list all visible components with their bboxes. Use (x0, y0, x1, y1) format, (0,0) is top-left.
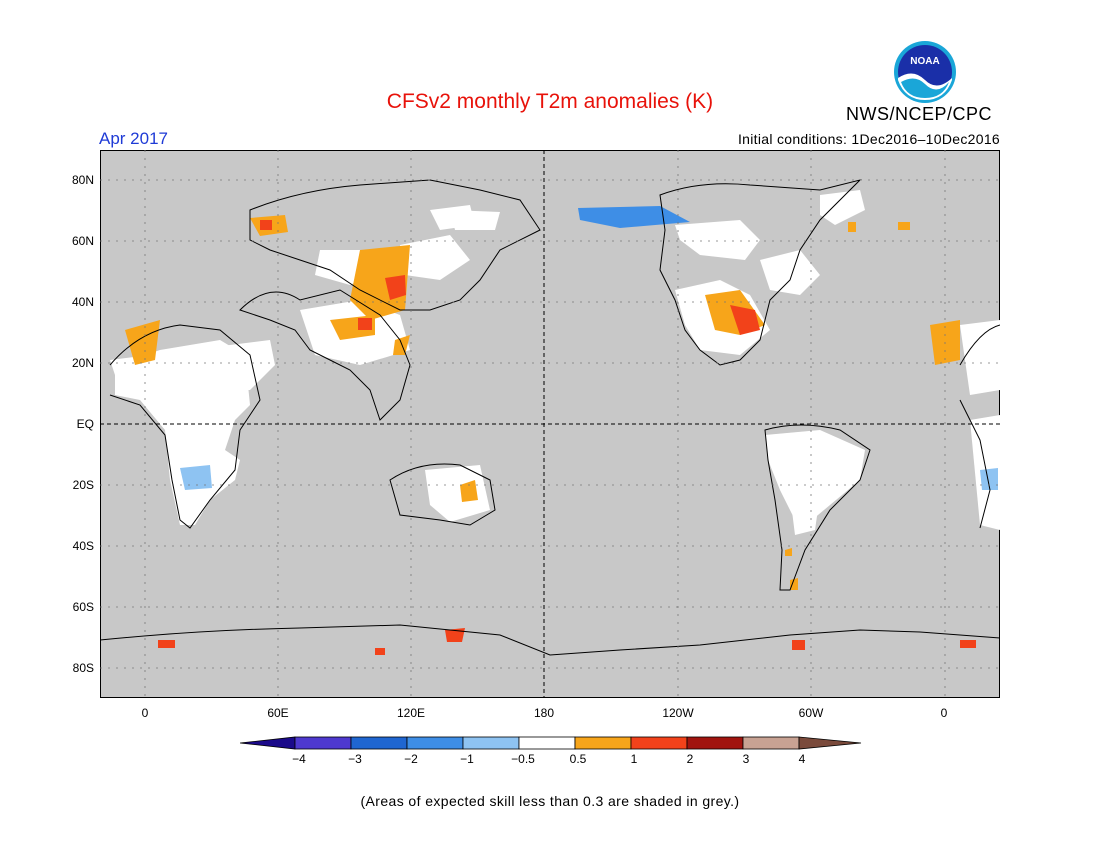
colorbar-label-3: 3 (742, 752, 750, 766)
lat-label-40n: 40N (71, 295, 94, 309)
lat-label-eq: EQ (76, 417, 94, 431)
colorbar-arrow-low (240, 736, 296, 750)
forecast-period: Apr 2017 (99, 129, 168, 148)
chart-title: CFSv2 monthly T2m anomalies (K) (386, 90, 714, 113)
colorbar-label-neg1: −1 (460, 752, 474, 766)
color-scale-bar (240, 736, 862, 750)
colorbar-segment (350, 736, 408, 750)
colorbar-arrow-high (798, 736, 862, 750)
lon-label-0-right: 0 (940, 706, 948, 720)
lat-label-20n: 20N (71, 356, 94, 370)
noaa-logo-text: NOAA (910, 56, 939, 67)
graticule (100, 150, 1000, 698)
lon-label-60w: 60W (798, 706, 824, 720)
lat-label-20s: 20S (72, 478, 94, 492)
colorbar-segment (686, 736, 744, 750)
colorbar-label-neg0-5: −0.5 (511, 752, 535, 766)
colorbar-segment (574, 736, 632, 750)
colorbar-label-neg3: −3 (348, 752, 362, 766)
colorbar-label-0-5: 0.5 (569, 752, 587, 766)
colorbar-label-2: 2 (686, 752, 694, 766)
equator-and-dateline (100, 150, 1000, 698)
coastlines (100, 179, 1000, 656)
initial-conditions: Initial conditions: 1Dec2016–10Dec2016 (737, 131, 1000, 147)
colorbar-segment (462, 736, 520, 750)
lon-label-60e: 60E (267, 706, 289, 720)
colorbar-label-neg4: −4 (292, 752, 306, 766)
colorbar-segment (630, 736, 688, 750)
lat-label-40s: 40S (72, 539, 94, 553)
noaa-logo: NOAA (894, 41, 956, 103)
colorbar-label-1: 1 (630, 752, 638, 766)
world-map (100, 150, 1000, 698)
colorbar-label-neg2: −2 (404, 752, 418, 766)
lat-label-80n: 80N (71, 173, 94, 187)
colorbar-segment (294, 736, 352, 750)
lon-label-120w: 120W (662, 706, 694, 720)
lat-label-60s: 60S (72, 600, 94, 614)
anomaly-patches (125, 206, 998, 655)
land-white-regions (110, 190, 1000, 535)
organization-label: NWS/NCEP/CPC (846, 104, 993, 124)
lon-label-180: 180 (533, 706, 555, 720)
colorbar-label-4: 4 (798, 752, 806, 766)
lon-label-0-left: 0 (141, 706, 149, 720)
lat-label-60n: 60N (71, 234, 94, 248)
lon-label-120e: 120E (396, 706, 426, 720)
colorbar-segment (742, 736, 800, 750)
colorbar-segment (518, 736, 576, 750)
colorbar-segment (406, 736, 464, 750)
lat-label-80s: 80S (72, 661, 94, 675)
skill-note: (Areas of expected skill less than 0.3 a… (360, 793, 740, 809)
